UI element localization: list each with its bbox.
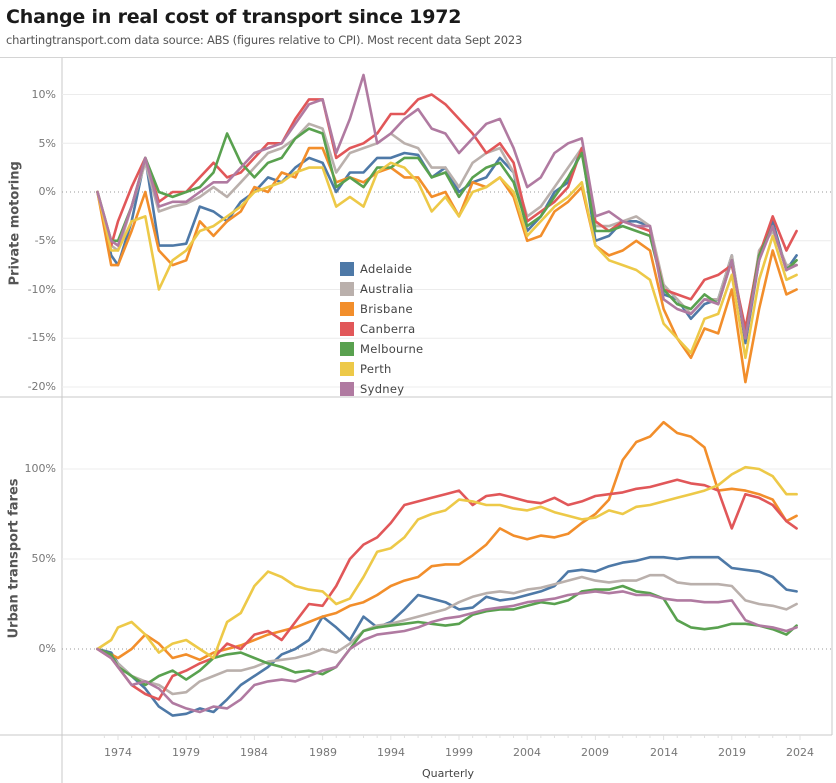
x-axis-label: Quarterly	[421, 767, 475, 780]
y-tick-top: -15%	[27, 331, 56, 344]
series-line-canberra-motoring	[96, 93, 798, 330]
title-divider	[0, 57, 836, 58]
chart-subtitle: chartingtransport.com data source: ABS (…	[6, 33, 523, 47]
y-tick-bottom: 0%	[38, 642, 56, 655]
x-tick: 1989	[309, 746, 337, 759]
legend-swatch	[340, 362, 354, 376]
y-tick-top: -5%	[34, 234, 56, 247]
y-tick-top: -20%	[27, 380, 56, 393]
legend-swatch	[340, 322, 354, 336]
y-tick-top: 10%	[31, 88, 56, 101]
legend-label: Canberra	[360, 322, 416, 336]
legend-swatch	[340, 342, 354, 356]
legend-label: Perth	[360, 362, 392, 376]
series-line-perth-fares	[96, 465, 798, 660]
series-line-sydney-motoring	[96, 73, 798, 340]
legend-swatch	[340, 302, 354, 316]
x-tick: 2014	[650, 746, 678, 759]
y-tick-bottom: 100%	[24, 462, 56, 475]
x-tick: 1994	[377, 746, 405, 759]
y-axis-label-private-motoring: Private motoring	[7, 161, 23, 286]
legend: Adelaide Australia Brisbane Canberra Mel…	[340, 259, 423, 399]
legend-swatch	[340, 262, 354, 276]
legend-label: Adelaide	[360, 262, 413, 276]
series-line-australia-motoring	[96, 122, 798, 340]
y-tick-top: 0%	[38, 185, 56, 198]
series-line-canberra-fares	[96, 478, 798, 701]
x-tick: 1984	[240, 746, 268, 759]
series-line-perth-motoring	[96, 161, 798, 360]
x-tick: 1974	[104, 746, 132, 759]
y-axis-label-urban-fares: Urban transport fares	[6, 478, 22, 639]
legend-item-melbourne[interactable]: Melbourne	[340, 339, 423, 359]
x-tick: 2004	[513, 746, 541, 759]
legend-item-sydney[interactable]: Sydney	[340, 379, 423, 399]
legend-swatch	[340, 282, 354, 296]
series-line-melbourne-motoring	[96, 127, 798, 340]
legend-item-canberra[interactable]: Canberra	[340, 319, 423, 339]
x-tick: 1999	[445, 746, 473, 759]
x-tick: 2019	[718, 746, 746, 759]
series-line-australia-fares	[96, 573, 798, 696]
legend-swatch	[340, 382, 354, 396]
legend-label: Sydney	[360, 382, 405, 396]
x-tick: 2024	[786, 746, 814, 759]
y-tick-top: 5%	[38, 137, 56, 150]
y-tick-top: -10%	[27, 283, 56, 296]
series-line-melbourne-fares	[96, 584, 798, 687]
legend-item-brisbane[interactable]: Brisbane	[340, 299, 423, 319]
legend-item-adelaide[interactable]: Adelaide	[340, 259, 423, 279]
legend-label: Brisbane	[360, 302, 413, 316]
legend-item-perth[interactable]: Perth	[340, 359, 423, 379]
legend-label: Australia	[360, 282, 414, 296]
series-line-adelaide-fares	[96, 555, 798, 717]
series-line-sydney-fares	[96, 590, 798, 714]
x-tick: 2009	[581, 746, 609, 759]
legend-item-australia[interactable]: Australia	[340, 279, 423, 299]
chart-title: Change in real cost of transport since 1…	[6, 6, 462, 28]
x-tick: 1979	[172, 746, 200, 759]
legend-label: Melbourne	[360, 342, 424, 356]
y-tick-bottom: 50%	[31, 552, 56, 565]
